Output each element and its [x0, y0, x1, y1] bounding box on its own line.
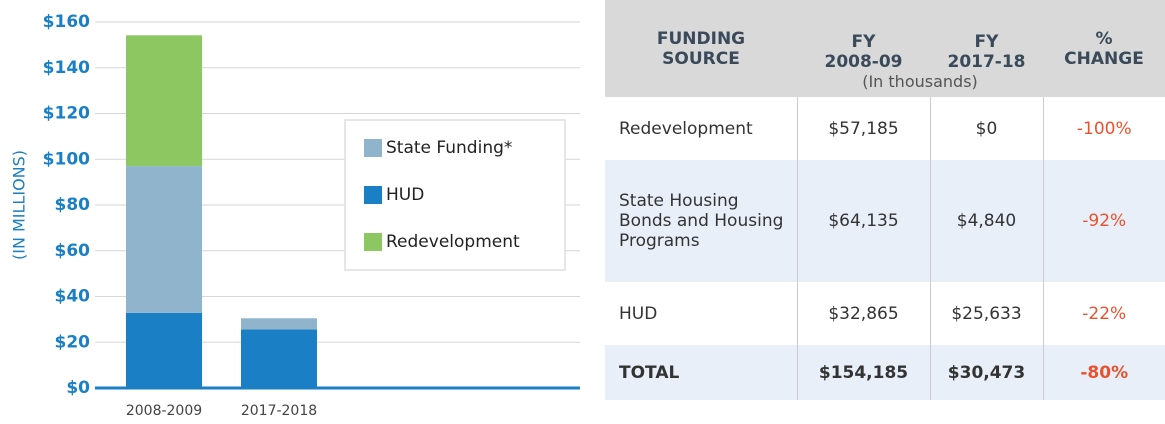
bar-segment	[241, 329, 317, 388]
header-cell: % CHANGE	[1043, 0, 1165, 97]
chart: (IN MILLIONS) $0 $20 $40 $60 $80 $100 $120 $140…	[10, 12, 580, 419]
table-head: FUNDING SOURCE FY 2008-09 FY 2017-18% CHANGE (I…	[605, 0, 1165, 97]
bar-segment	[126, 312, 202, 388]
header-cell: FUNDING SOURCE	[605, 0, 797, 97]
table-cell: $154,185	[796, 345, 930, 400]
table-cell: -100%	[1042, 97, 1165, 160]
table-cell: State Housing Bonds and Housing Programs	[605, 160, 797, 282]
legend-swatch	[364, 139, 382, 157]
table-cell: Redevelopment	[619, 118, 753, 139]
y-tick-label: $100	[43, 149, 90, 169]
header-text: 2008-09	[824, 52, 903, 72]
header-text: SOURCE	[662, 48, 740, 69]
header-text: FY	[974, 32, 999, 52]
y-tick-label: $140	[43, 58, 90, 78]
table-cell: HUD	[619, 303, 658, 324]
table-cell: $30,473	[929, 345, 1043, 400]
y-tick-label: $40	[55, 287, 91, 307]
header-text: FUNDING	[656, 28, 746, 49]
funding-table: FUNDING SOURCE FY 2008-09 FY 2017-18% CHANGE (I…	[605, 0, 1165, 400]
legend-label: State Funding*	[386, 138, 512, 158]
y-tick-label: $160	[43, 12, 90, 32]
y-tick-label: $60	[55, 241, 91, 261]
table-body: Redevelopment $57,185 $0 -100% State Housing…	[605, 97, 1165, 400]
table-cell: $64,135	[796, 160, 930, 282]
header-note: (In thousands)	[797, 72, 1043, 97]
y-tick-label: $80	[55, 195, 91, 215]
header-cell: FY 2008-09	[797, 0, 930, 72]
legend-label: HUD	[386, 185, 424, 205]
table-cell: TOTAL	[605, 345, 797, 400]
x-tick-label: 2008-2009	[126, 403, 202, 419]
legend-swatch	[364, 233, 382, 251]
table-row: TOTAL $154,185 $30,473 -80%	[605, 345, 1165, 400]
y-tick-label: $0	[66, 378, 90, 398]
bar-segment	[126, 35, 202, 167]
header-text: CHANGE	[1064, 48, 1144, 69]
bar-segment	[126, 166, 202, 313]
header-text: FY	[851, 32, 876, 52]
header-text: 2017-18	[947, 52, 1026, 72]
header-row: FUNDING SOURCE FY 2008-09 FY 2017-18% CHANGE	[605, 0, 1165, 97]
table-cell: $4,840	[929, 160, 1043, 282]
table-cell: -92%	[1042, 160, 1165, 282]
table-row: HUD $32,865 $25,633 -22%	[605, 282, 1165, 345]
table-row: State Housing Bonds and Housing Programs…	[605, 160, 1165, 282]
table-cell: -80%	[1042, 345, 1165, 400]
table-cell: $32,865	[796, 282, 930, 345]
table-cell: $0	[929, 97, 1043, 160]
table-container: FUNDING SOURCE FY 2008-09 FY 2017-18% CHANGE (I…	[605, 0, 1165, 400]
y-tick-label: $20	[55, 332, 91, 352]
header-text: %	[1095, 28, 1113, 49]
table-cell: $57,185	[796, 97, 930, 160]
table-row: Redevelopment $57,185 $0 -100%	[605, 97, 1165, 160]
legend-label: Redevelopment	[386, 232, 520, 252]
y-tick-label: $120	[43, 104, 90, 124]
header-row: (In thousands)	[605, 72, 1165, 97]
y-axis-label: (IN MILLIONS)	[10, 150, 29, 260]
header-cell: FY 2017-18	[930, 0, 1043, 72]
table-cell: -22%	[1042, 282, 1165, 345]
x-tick-label: 2017-2018	[241, 403, 317, 419]
legend-swatch	[364, 186, 382, 204]
table-cell: $25,633	[929, 282, 1043, 345]
bar-segment	[241, 318, 317, 330]
